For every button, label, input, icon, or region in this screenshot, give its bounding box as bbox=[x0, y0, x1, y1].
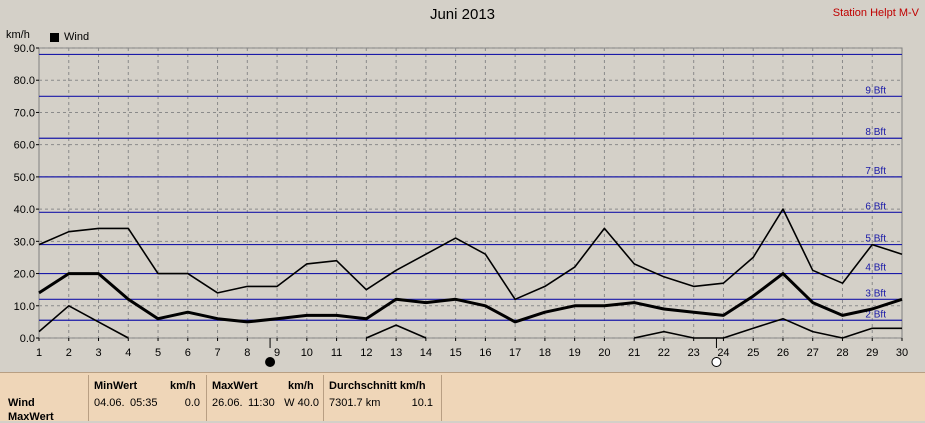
x-tick-label: 5 bbox=[155, 347, 161, 359]
legend-label: Wind bbox=[64, 31, 90, 43]
stats-min-time: 05:35 bbox=[130, 397, 158, 409]
new-moon-icon bbox=[265, 357, 276, 367]
series-line-mean bbox=[38, 272, 903, 324]
full-moon-icon bbox=[711, 357, 722, 367]
x-tick-label: 28 bbox=[836, 347, 848, 359]
station-name: Station Helpt M-V bbox=[832, 7, 919, 19]
stats-avg-header: Durchschnitt km/h bbox=[329, 380, 426, 392]
stats-max-date: 26.06. bbox=[212, 397, 243, 409]
x-tick-label: 29 bbox=[866, 347, 878, 359]
x-tick-label: 24 bbox=[717, 347, 729, 359]
y-tick-label: 90.0 bbox=[14, 43, 35, 55]
x-tick-label: 21 bbox=[628, 347, 640, 359]
plot-area bbox=[38, 47, 903, 339]
beaufort-label: 7 Bft bbox=[865, 166, 886, 177]
x-tick-label: 26 bbox=[777, 347, 789, 359]
separator bbox=[206, 375, 207, 421]
y-tick-label: 50.0 bbox=[14, 172, 35, 184]
stats-avg-value: 10.1 bbox=[411, 397, 433, 409]
x-tick-label: 22 bbox=[658, 347, 670, 359]
beaufort-label: 8 Bft bbox=[865, 127, 886, 138]
beaufort-label: 2 Bft bbox=[865, 309, 886, 320]
y-axis-unit: km/h bbox=[6, 29, 30, 41]
y-tick-label: 30.0 bbox=[14, 236, 35, 248]
y-tick-label: 80.0 bbox=[14, 75, 35, 87]
legend: Wind bbox=[50, 31, 89, 43]
stats-max-time: 11:30 bbox=[248, 397, 275, 409]
x-tick-label: 25 bbox=[747, 347, 759, 359]
y-tick-label: 60.0 bbox=[14, 140, 35, 152]
separator bbox=[323, 375, 324, 421]
x-tick-label: 8 bbox=[244, 347, 250, 359]
stats-min-header: MinWert bbox=[94, 380, 138, 392]
x-tick-label: 1 bbox=[36, 347, 42, 359]
beaufort-label: 9 Bft bbox=[865, 85, 886, 96]
y-tick-label: 70.0 bbox=[14, 107, 35, 119]
x-tick-label: 11 bbox=[331, 347, 342, 359]
series-line-max bbox=[38, 208, 903, 301]
stats-row-label: Wind bbox=[8, 397, 35, 409]
x-tick-label: 12 bbox=[360, 347, 372, 359]
x-tick-label: 18 bbox=[539, 347, 551, 359]
x-tick-label: 30 bbox=[896, 347, 908, 359]
legend-swatch bbox=[50, 32, 59, 42]
y-tick-label: 40.0 bbox=[14, 204, 35, 216]
x-tick-label: 3 bbox=[95, 347, 101, 359]
x-tick-label: 6 bbox=[185, 347, 191, 359]
stats-max-cell: MaxWert km/h 26.06. 11:30 W 40.0 bbox=[206, 373, 323, 421]
stats-max-header: MaxWert bbox=[212, 380, 258, 392]
x-tick-label: 23 bbox=[688, 347, 700, 359]
stats-max-value: W 40.0 bbox=[284, 397, 319, 409]
stats-min-value: 0.0 bbox=[184, 397, 200, 409]
beaufort-label: 3 Bft bbox=[865, 288, 886, 299]
x-tick-label: 9 bbox=[274, 347, 280, 359]
beaufort-label: 6 Bft bbox=[865, 201, 886, 212]
x-tick-label: 17 bbox=[509, 347, 521, 359]
x-tick-label: 19 bbox=[569, 347, 581, 359]
x-tick-label: 15 bbox=[449, 347, 461, 359]
x-tick-label: 7 bbox=[214, 347, 220, 359]
x-tick-label: 14 bbox=[420, 347, 432, 359]
stats-panel: Wind MaxWert MinWert km/h 04.06. 05:35 0… bbox=[0, 372, 925, 423]
stats-row-label-2: MaxWert bbox=[8, 411, 54, 423]
stats-avg-cell: Durchschnitt km/h 7301.7 km 10.1 bbox=[323, 373, 441, 421]
x-tick-label: 27 bbox=[807, 347, 819, 359]
y-tick-label: 0.0 bbox=[20, 333, 35, 345]
wind-chart: 2 Bft 3 Bft 4 Bft 5 Bft 6 Bft 7 Bft 8 Bft 9 Bft… bbox=[14, 43, 908, 367]
chart-title: Juni 2013 bbox=[429, 6, 496, 23]
beaufort-label: 5 Bft bbox=[865, 234, 886, 245]
x-tick-label: 16 bbox=[479, 347, 491, 359]
stats-min-date: 04.06. bbox=[94, 397, 125, 409]
x-tick-label: 13 bbox=[390, 347, 402, 359]
stats-max-unit: km/h bbox=[288, 380, 314, 392]
stats-min-cell: MinWert km/h 04.06. 05:35 0.0 bbox=[88, 373, 206, 421]
separator bbox=[441, 375, 442, 421]
stats-min-unit: km/h bbox=[170, 380, 196, 392]
y-tick-label: 10.0 bbox=[14, 301, 35, 313]
stats-avg-distance: 7301.7 km bbox=[329, 397, 381, 409]
beaufort-label: 4 Bft bbox=[865, 263, 886, 274]
y-tick-label: 20.0 bbox=[14, 269, 35, 281]
x-tick-label: 10 bbox=[301, 347, 313, 359]
x-tick-label: 2 bbox=[66, 347, 72, 359]
x-tick-label: 4 bbox=[125, 347, 131, 359]
separator bbox=[88, 375, 89, 421]
series-line-min bbox=[38, 305, 902, 339]
x-tick-label: 20 bbox=[598, 347, 610, 359]
